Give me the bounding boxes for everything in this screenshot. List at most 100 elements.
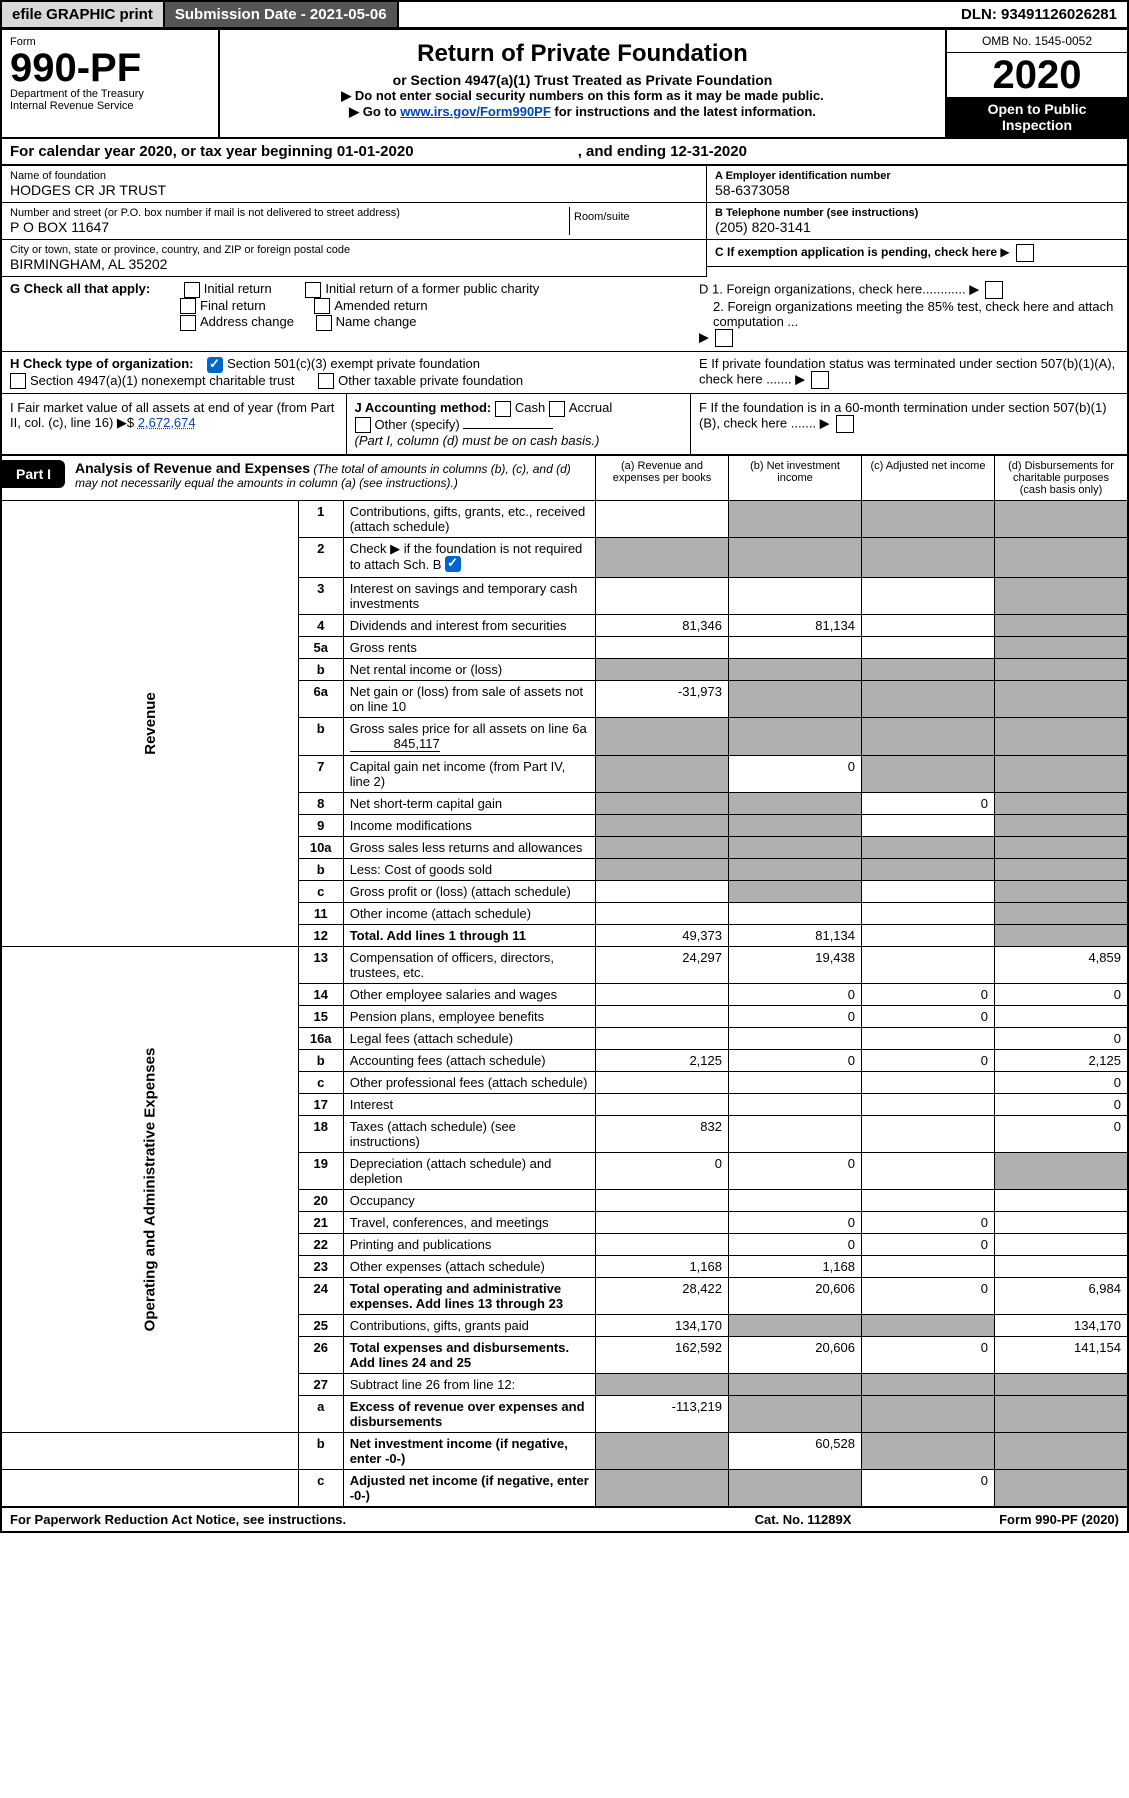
j-cash-cb[interactable] — [495, 401, 511, 417]
g-final-cb[interactable] — [180, 298, 196, 314]
row-4: Dividends and interest from securities — [343, 614, 595, 636]
col-d: (d) Disbursements for charitable purpose… — [994, 456, 1127, 500]
r8c: 0 — [862, 792, 995, 814]
row-10b: Less: Cost of goods sold — [343, 858, 595, 880]
row-27a: Excess of revenue over expenses and disb… — [343, 1395, 595, 1432]
r15b: 0 — [729, 1005, 862, 1027]
form-title: Return of Private Foundation — [230, 40, 935, 68]
g-amended-cb[interactable] — [314, 298, 330, 314]
h-4947-cb[interactable] — [10, 373, 26, 389]
h-other-cb[interactable] — [318, 373, 334, 389]
j-note: (Part I, column (d) must be on cash basi… — [355, 433, 600, 448]
part1-tab: Part I — [2, 460, 65, 488]
irs-link[interactable]: www.irs.gov/Form990PF — [400, 104, 551, 119]
cal-end: 12-31-2020 — [670, 143, 747, 160]
r21c: 0 — [862, 1211, 995, 1233]
r26d: 141,154 — [995, 1336, 1129, 1373]
city-label: City or town, state or province, country… — [10, 244, 698, 256]
c-label: C If exemption application is pending, c… — [715, 245, 997, 259]
j-other-line[interactable] — [463, 428, 553, 429]
instr-link-row: ▶ Go to www.irs.gov/Form990PF for instru… — [230, 104, 935, 120]
open-inspection: Open to Public Inspection — [947, 97, 1127, 137]
row-7: Capital gain net income (from Part IV, l… — [343, 755, 595, 792]
row-5b: Net rental income or (loss) — [343, 658, 595, 680]
dept: Department of the Treasury — [10, 88, 210, 100]
d2-cb[interactable] — [715, 329, 733, 347]
r12b: 81,134 — [729, 924, 862, 946]
addr-val: P O BOX 11647 — [10, 219, 569, 235]
r22b: 0 — [729, 1233, 862, 1255]
j-accrual-cb[interactable] — [549, 401, 565, 417]
j-other-cb[interactable] — [355, 417, 371, 433]
f-cb[interactable] — [836, 415, 854, 433]
room-label: Room/suite — [569, 207, 698, 235]
r24c: 0 — [862, 1277, 995, 1314]
city-val: BIRMINGHAM, AL 35202 — [10, 256, 698, 272]
row-8: Net short-term capital gain — [343, 792, 595, 814]
r7b: 0 — [729, 755, 862, 792]
row-10c: Gross profit or (loss) (attach schedule) — [343, 880, 595, 902]
g-former-cb[interactable] — [305, 282, 321, 298]
row-12: Total. Add lines 1 through 11 — [343, 924, 595, 946]
f-block: F If the foundation is in a 60-month ter… — [691, 394, 1127, 454]
r24a: 28,422 — [596, 1277, 729, 1314]
row-14: Other employee salaries and wages — [343, 983, 595, 1005]
submission-date: Submission Date - 2021-05-06 — [165, 2, 399, 27]
e-cb[interactable] — [811, 371, 829, 389]
arrow-icon: ▶ — [1000, 245, 1009, 259]
row-5a: Gross rents — [343, 636, 595, 658]
cal-begin: 01-01-2020 — [337, 143, 414, 160]
row-26: Total expenses and disbursements. Add li… — [343, 1336, 595, 1373]
row-11: Other income (attach schedule) — [343, 902, 595, 924]
foundation-name: HODGES CR JR TRUST — [10, 182, 698, 198]
r26c: 0 — [862, 1336, 995, 1373]
header-left: Form 990-PF Department of the Treasury I… — [2, 30, 220, 137]
row-1: Contributions, gifts, grants, etc., rece… — [343, 501, 595, 538]
row-22: Printing and publications — [343, 1233, 595, 1255]
expense-label: Operating and Administrative Expenses — [141, 1047, 158, 1331]
d1-cb[interactable] — [985, 281, 1003, 299]
row-19: Depreciation (attach schedule) and deple… — [343, 1152, 595, 1189]
instr2-post: for instructions and the latest informat… — [551, 104, 816, 119]
e-label: E If private foundation status was termi… — [699, 356, 1115, 386]
footer-mid: Cat. No. 11289X — [695, 1508, 911, 1531]
row-9: Income modifications — [343, 814, 595, 836]
r16cd: 0 — [995, 1071, 1129, 1093]
r18a: 832 — [596, 1115, 729, 1152]
revenue-side: Revenue — [1, 501, 298, 947]
row-15: Pension plans, employee benefits — [343, 1005, 595, 1027]
schb-cb[interactable] — [445, 556, 461, 572]
h-501c3: Section 501(c)(3) exempt private foundat… — [227, 356, 480, 371]
city-cell: City or town, state or province, country… — [2, 240, 706, 277]
r16bc: 0 — [862, 1049, 995, 1071]
irs: Internal Revenue Service — [10, 100, 210, 112]
footer-right: Form 990-PF (2020) — [911, 1508, 1127, 1531]
j-block: J Accounting method: Cash Accrual Other … — [347, 394, 692, 454]
cal-pre: For calendar year 2020, or tax year begi… — [10, 143, 337, 160]
row-3: Interest on savings and temporary cash i… — [343, 577, 595, 614]
g-addr-cb[interactable] — [180, 315, 196, 331]
ij-row: I Fair market value of all assets at end… — [0, 394, 1129, 456]
h-row: H Check type of organization: Section 50… — [0, 352, 1129, 394]
i-val[interactable]: 2,672,674 — [138, 415, 196, 430]
col-headers: (a) Revenue and expenses per books (b) N… — [595, 456, 1127, 500]
r16bb: 0 — [729, 1049, 862, 1071]
r23a: 1,168 — [596, 1255, 729, 1277]
r12a: 49,373 — [596, 924, 729, 946]
g-name-cb[interactable] — [316, 315, 332, 331]
g-initial-cb[interactable] — [184, 282, 200, 298]
h-501c3-cb[interactable] — [207, 357, 223, 373]
r25a: 134,170 — [596, 1314, 729, 1336]
r27cc: 0 — [862, 1469, 995, 1506]
r23b: 1,168 — [729, 1255, 862, 1277]
r26a: 162,592 — [596, 1336, 729, 1373]
instr2-pre: ▶ Go to — [349, 104, 400, 119]
row-23: Other expenses (attach schedule) — [343, 1255, 595, 1277]
col-c: (c) Adjusted net income — [861, 456, 994, 500]
info-block: Name of foundation HODGES CR JR TRUST Nu… — [0, 166, 1129, 277]
row-27c: Adjusted net income (if negative, enter … — [343, 1469, 595, 1506]
d2-label: 2. Foreign organizations meeting the 85%… — [699, 299, 1119, 329]
c-checkbox[interactable] — [1016, 244, 1034, 262]
ein-val: 58-6373058 — [715, 182, 1119, 198]
r24d: 6,984 — [995, 1277, 1129, 1314]
